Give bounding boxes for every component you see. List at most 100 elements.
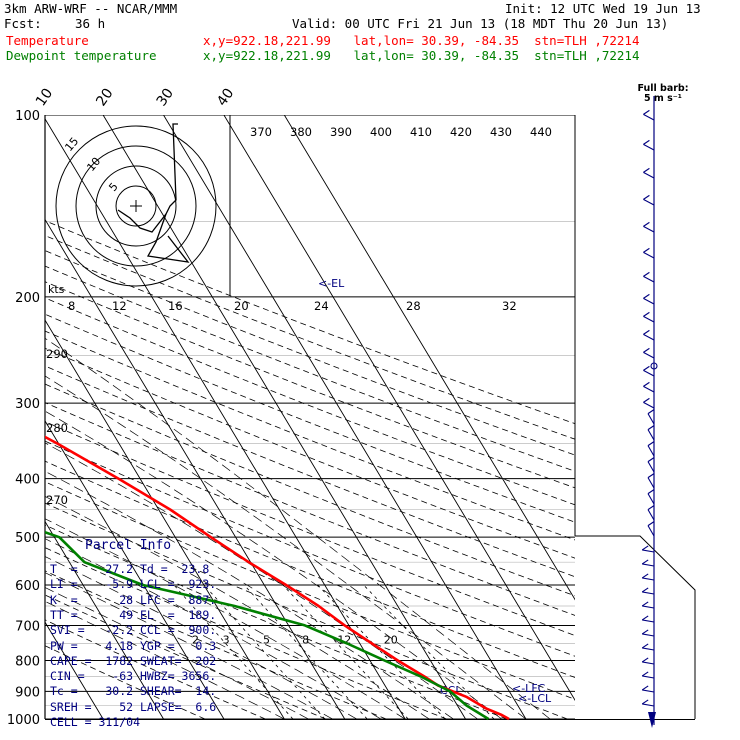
wind-barb-flag <box>643 271 650 277</box>
speed-tick-label: 32 <box>502 299 517 313</box>
wind-barb-flag <box>641 657 649 663</box>
wind-barb-flag <box>641 685 649 691</box>
pressure-tick-label: 200 <box>15 291 40 306</box>
theta-e-label: 440 <box>530 125 552 139</box>
dry-adiabat <box>45 220 575 425</box>
isotherm <box>163 115 527 720</box>
valid-time: Valid: 00 UTC Fri 21 Jun 13 (18 MDT Thu … <box>292 16 669 31</box>
wind-barb-flag <box>641 559 649 565</box>
wind-barb-flag <box>643 221 650 227</box>
moist-adiabat <box>45 410 503 720</box>
wind-barb-flag <box>647 505 655 511</box>
model-title: 3km ARW-WRF -- NCAR/MMM <box>4 1 178 16</box>
wind-barb-flag <box>641 643 649 649</box>
mixing-ratio-line <box>203 584 326 720</box>
hodograph-trace <box>117 123 178 233</box>
isotherm <box>45 319 285 720</box>
dry-adiabat <box>45 297 575 506</box>
wind-barb-flag <box>647 521 655 527</box>
wind-barb <box>643 369 655 377</box>
speed-tick-label: 20 <box>234 299 249 313</box>
moist-adiabat <box>45 538 382 720</box>
wind-barb <box>643 251 655 259</box>
wind-barb <box>643 385 655 393</box>
mixing-ratio-label: 2 <box>192 633 199 646</box>
pressure-tick-label: 900 <box>15 685 40 700</box>
wind-barb <box>643 225 655 233</box>
mixing-ratio-line <box>282 584 409 720</box>
wind-barb <box>647 445 655 457</box>
wind-barb-flag <box>641 545 649 551</box>
moist-adiabat <box>45 470 454 720</box>
mixing-ratio-label: 3 <box>223 633 230 646</box>
isotherm <box>223 115 575 702</box>
pressure-tick-label: 500 <box>15 531 40 546</box>
temperature-tick-label: 20 <box>93 86 116 110</box>
pressure-tick-label: 100 <box>15 109 40 124</box>
wind-barb-flag <box>647 457 655 463</box>
wind-barb-flag <box>647 473 655 479</box>
barb-legend-line2: 5 m s⁻¹ <box>644 93 682 104</box>
calm-wind-circle <box>650 362 658 370</box>
hodograph-ring-label: 5 <box>106 180 120 194</box>
dry-adiabat <box>45 440 575 657</box>
moist-adiabat <box>45 442 478 720</box>
speed-tick-label: 28 <box>406 299 421 313</box>
mixing-ratio-label: 20 <box>384 633 398 646</box>
dry-adiabat <box>45 421 575 636</box>
barb-legend: Full barb: 5 m s⁻¹ <box>628 84 698 104</box>
wind-barb <box>643 143 655 151</box>
isotherm <box>45 520 164 720</box>
theta-e-label: 380 <box>290 125 312 139</box>
right-axis-lower <box>575 535 696 719</box>
wind-barb-flag <box>641 629 649 635</box>
wind-barb-flag <box>641 699 649 705</box>
pressure-tick-label: 800 <box>15 654 40 669</box>
dry-adiabat <box>45 347 575 559</box>
annotation-label: <-LFC <box>512 682 546 695</box>
pressure-tick-label: 400 <box>15 473 40 488</box>
theta-e-label: 400 <box>370 125 392 139</box>
dry-adiabat <box>45 460 575 678</box>
mixing-ratio-line <box>173 584 294 720</box>
parcel-info-row: PW = 4.18 YGP = 0.3 <box>50 638 217 653</box>
theta-e-label: 370 <box>250 125 272 139</box>
wind-barb-flag <box>643 139 650 145</box>
wind-barb <box>647 477 655 489</box>
dry-adiabat <box>45 402 575 616</box>
wind-barb-flag <box>647 409 655 415</box>
parcel-info-row: K = 28 LFC = 887. <box>50 592 217 607</box>
wind-barb <box>647 525 655 537</box>
wind-barb <box>643 333 655 341</box>
wind-barb <box>643 275 655 283</box>
wind-barb <box>643 113 655 121</box>
theta-e-label: 420 <box>450 125 472 139</box>
wind-barb-flag <box>641 615 649 621</box>
temperature-tick-label: 40 <box>214 86 237 110</box>
forecast-hour: 36 h <box>75 16 106 31</box>
theta-e-label: 430 <box>490 125 512 139</box>
wind-barb-flag <box>641 601 649 607</box>
wind-barb <box>642 703 655 707</box>
isotherm <box>45 117 406 720</box>
wind-barb-flag <box>643 347 650 353</box>
mixing-ratio-label: 5 <box>263 633 270 646</box>
skewt-grid <box>45 115 575 720</box>
moist-adiabat <box>45 337 551 720</box>
pressure-tick-label: 1000 <box>7 713 40 728</box>
parcel-info-row: CAPE = 1782 SWEAT= 202 <box>50 653 217 668</box>
wind-barb-flag <box>641 587 649 593</box>
dry-adiabat <box>45 481 575 700</box>
speed-tick-label: 16 <box>168 299 183 313</box>
moist-adiabat <box>45 587 309 720</box>
theta-label: 270 <box>46 493 68 507</box>
pressure-tick-label: 300 <box>15 397 40 412</box>
parcel-info-title: Parcel Info <box>85 538 172 553</box>
moist-adiabat <box>45 572 333 720</box>
parcel-info-row: SREH = 52 LAPSE= 6.6 <box>50 699 217 714</box>
barb-legend-line1: Full barb: <box>637 83 689 94</box>
hodograph-trace <box>146 213 190 263</box>
dewpoint-trace <box>45 530 490 721</box>
